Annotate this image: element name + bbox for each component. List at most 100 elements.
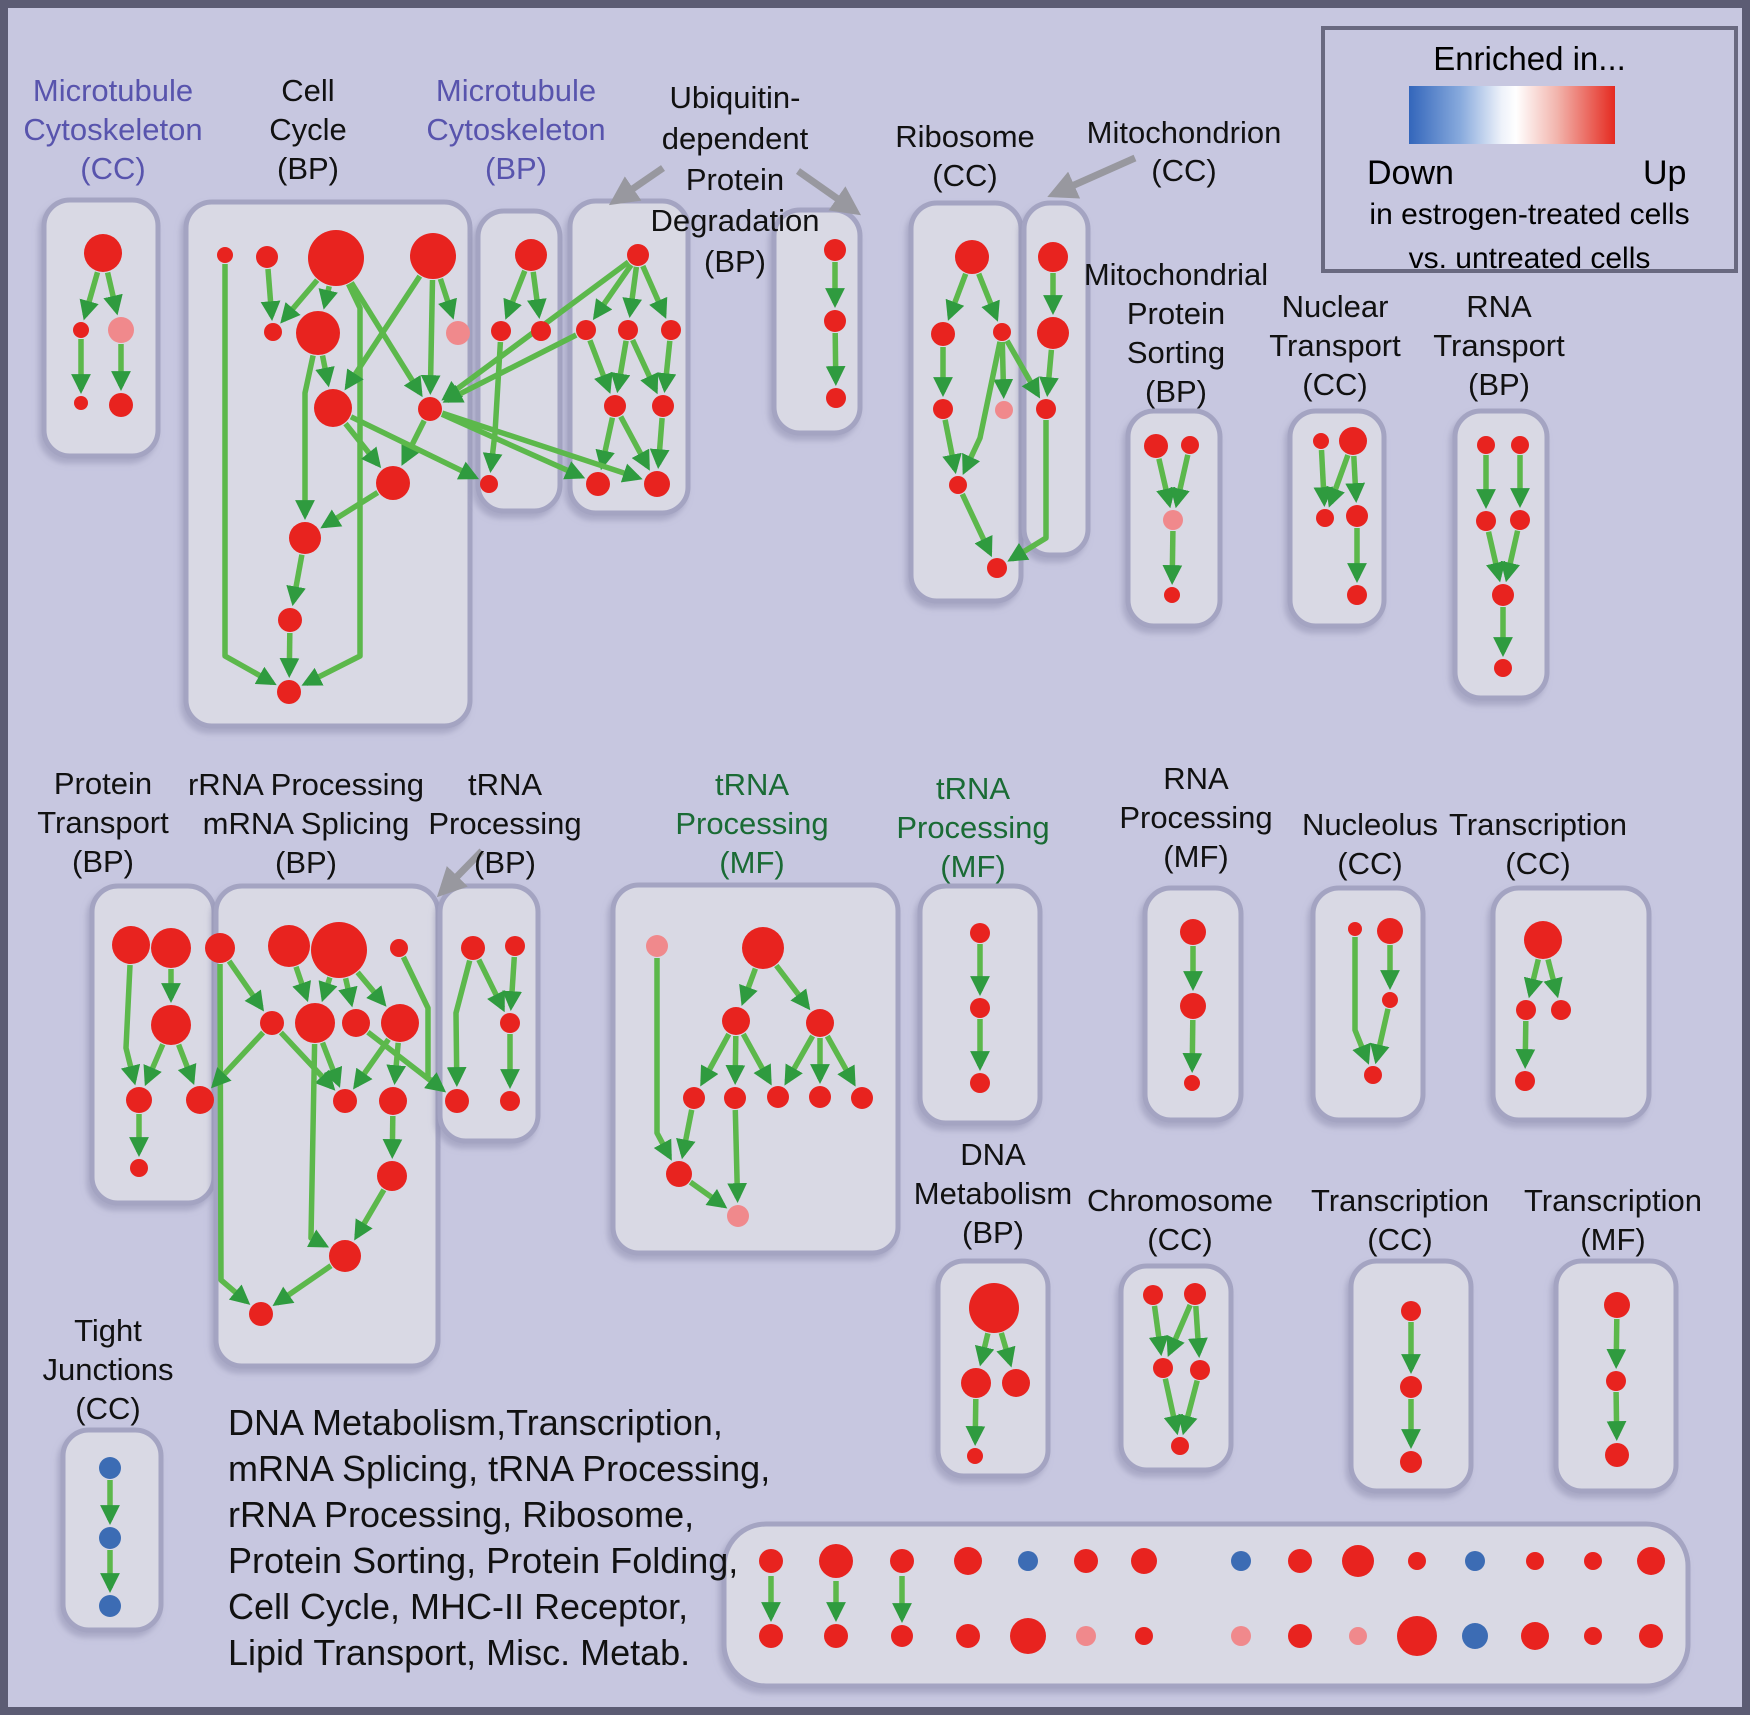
bottom-panel-node: [1076, 1626, 1096, 1646]
edge-transcription-cc-2: [1523, 958, 1544, 999]
cluster-box-protein-transport: [89, 883, 217, 1206]
go-term-node-protein-transport: [126, 1087, 152, 1113]
go-term-node-transcription-mf: [1605, 1443, 1629, 1467]
go-term-node-nuclear-transport: [1316, 509, 1334, 527]
edge-rna-transport: [1500, 530, 1521, 583]
go-term-node-trna-processing-bp: [500, 1013, 520, 1033]
label-pointer-arrow: [436, 848, 485, 898]
go-term-node-mitochondrion-cc: [1037, 317, 1069, 349]
cluster-label-mitochondrion-cc: Mitochondrion (CC): [1004, 114, 1364, 190]
go-term-node-ubiquitin-degradation-1: [604, 395, 626, 417]
cluster-label-microtubule-bp: Microtubule Cytoskeleton (BP): [336, 71, 696, 188]
go-term-node-rrna-mrna: [249, 1302, 273, 1326]
edge-trna-processing-bp: [476, 958, 505, 1013]
cluster-label-line: (CC): [1367, 1221, 1433, 1257]
bottom-panel-node: [759, 1624, 783, 1648]
cluster-label-line: (BP): [1145, 373, 1207, 409]
edge-ubiquitin-degradation-1: [622, 266, 642, 319]
edge-dna-metabolism: [974, 1332, 995, 1367]
edge-trna-processing-mf-1: [688, 1179, 728, 1209]
edge-chromosome: [1178, 1379, 1200, 1436]
cluster-label-line: (BP): [474, 844, 536, 880]
edge-rrna-mrna: [319, 1041, 343, 1088]
go-term-node-ubiquitin-degradation-1: [661, 320, 681, 340]
go-term-node-microtubule-cc: [84, 234, 122, 272]
edge-cell-cycle: [401, 419, 427, 466]
go-term-node-nucleolus: [1377, 918, 1403, 944]
cluster-label-line: Protein: [1126, 295, 1226, 331]
edge-mito-protein-sorting: [1156, 458, 1176, 509]
go-term-node-cell-cycle: [308, 230, 364, 286]
edge-cell-cycle: [420, 279, 441, 395]
go-term-node-trna-processing-mf-1: [666, 1161, 692, 1187]
cluster-label-line: Degradation: [650, 202, 820, 238]
go-term-node-protein-transport: [130, 1159, 148, 1177]
edge-microtubule-bp: [503, 269, 528, 320]
cluster-label-line: Transport: [1433, 327, 1565, 363]
edge-cell-cycle: [280, 278, 320, 324]
go-term-node-rrna-mrna: [377, 1161, 407, 1191]
cluster-label-line: DNA: [960, 1136, 1026, 1172]
cluster-label-line: RNA: [1466, 288, 1532, 324]
cluster-label-rrna-mrna: rRNA Processing mRNA Splicing (BP): [126, 765, 486, 882]
go-term-node-chromosome: [1190, 1360, 1210, 1380]
go-term-node-trna-processing-bp: [505, 936, 525, 956]
bottom-panel-node: [1408, 1552, 1426, 1570]
note-line: Cell Cycle, MHC-II Receptor,: [228, 1586, 689, 1627]
edge-rrna-mrna: [292, 965, 311, 1003]
cluster-label-line: Protein: [685, 161, 785, 197]
edge-mitochondrion-cc: [1039, 349, 1059, 398]
legend-gradient-bar: [1409, 86, 1615, 144]
cluster-label-line: tRNA: [467, 766, 543, 802]
cluster-label-line: Tight: [74, 1312, 142, 1348]
nodes-layer: [73, 230, 1665, 1656]
bottom-panel-node: [1288, 1624, 1312, 1648]
cluster-label-line: Transcription: [1310, 1182, 1490, 1218]
bottom-panel-node: [1131, 1548, 1157, 1574]
cluster-label-line: (CC): [80, 150, 146, 186]
go-term-node-trna-processing-bp: [461, 936, 485, 960]
go-term-node-ribosome-cc: [933, 399, 953, 419]
go-term-node-cell-cycle: [278, 608, 302, 632]
go-term-node-nuclear-transport: [1346, 505, 1368, 527]
cluster-label-line: Protein: [53, 765, 153, 801]
edge-rrna-mrna: [355, 970, 387, 1007]
cluster-label-line: Sorting: [1126, 334, 1226, 370]
go-term-node-nucleolus: [1364, 1066, 1382, 1084]
go-term-node-rna-processing-mf: [1180, 919, 1206, 945]
go-term-node-transcription-cc-2: [1524, 921, 1562, 959]
go-term-node-transcription-cc-3: [1400, 1376, 1422, 1398]
go-term-node-protein-transport: [186, 1086, 214, 1114]
go-term-node-ubiquitin-degradation-1: [652, 395, 674, 417]
go-term-node-cell-cycle: [256, 246, 278, 268]
go-term-node-mitochondrion-cc: [1036, 399, 1056, 419]
edge-ubiquitin-degradation-1: [640, 264, 668, 319]
cluster-label-rna-transport: RNA Transport (BP): [1319, 287, 1679, 404]
edge-transcription-mf: [1606, 1318, 1627, 1369]
go-term-node-trna-processing-mf-1: [767, 1086, 789, 1108]
edge-mito-protein-sorting: [1170, 454, 1191, 509]
edge-dna-metabolism: [996, 1332, 1016, 1368]
cluster-label-protein-transport: Protein Transport (BP): [8, 764, 283, 881]
label-pointer-arrow: [1047, 154, 1137, 199]
cluster-box-chromosome: [1118, 1263, 1234, 1473]
cluster-label-trna-processing-mf-1: tRNA Processing (MF): [572, 765, 932, 882]
go-term-node-nucleolus: [1382, 992, 1398, 1008]
go-term-node-cell-cycle: [217, 247, 233, 263]
cluster-label-line: (BP): [485, 150, 547, 186]
bottom-panel-node: [1397, 1616, 1437, 1656]
edge-trna-processing-mf-1: [774, 963, 811, 1011]
bottom-panel-node: [1465, 1551, 1485, 1571]
edge-trna-processing-mf-1: [824, 1034, 856, 1087]
edge-ubiquitin-degradation-1: [618, 415, 650, 471]
cluster-label-dna-metabolism: DNA Metabolism (BP): [813, 1135, 1173, 1252]
cluster-label-rna-processing-mf: RNA Processing (MF): [1016, 759, 1376, 876]
cluster-label-line: Mitochondrion: [1086, 115, 1282, 150]
edge-rrna-mrna: [382, 1115, 403, 1159]
legend-title: Enriched in...: [1433, 40, 1626, 77]
edge-cell-cycle: [222, 264, 277, 686]
go-term-node-ribosome-cc: [931, 322, 955, 346]
cluster-label-line: (BP): [704, 243, 766, 279]
go-term-node-rna-processing-mf: [1180, 993, 1206, 1019]
bottom-panel-node: [1231, 1551, 1251, 1571]
